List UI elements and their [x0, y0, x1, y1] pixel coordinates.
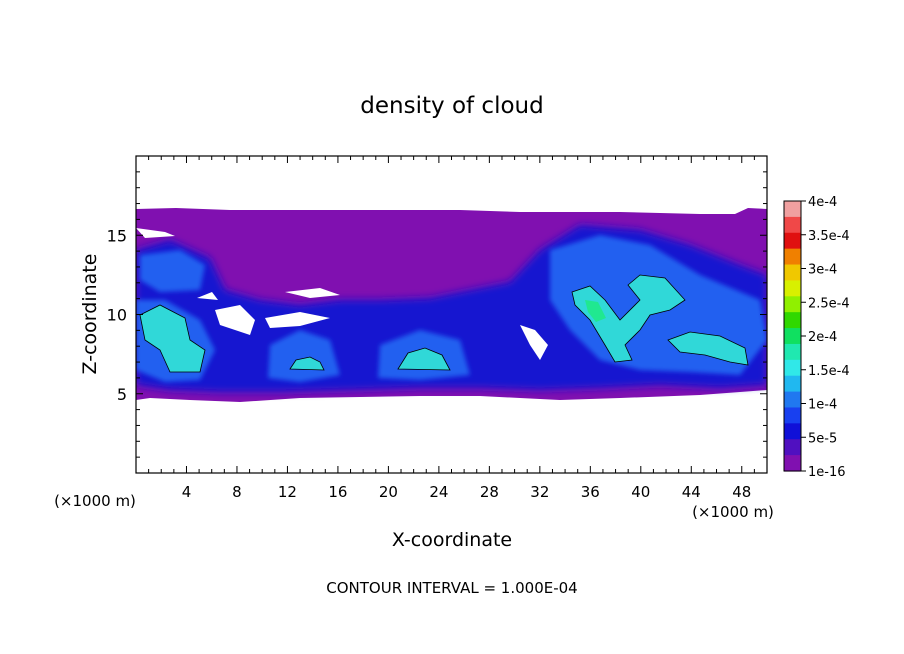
colorbar-label: 3e-4	[808, 263, 837, 278]
x-tick-label: 8	[232, 483, 242, 501]
contour-interval-label: CONTOUR INTERVAL = 1.000E-04	[326, 579, 577, 597]
y-tick-label: 10	[107, 306, 127, 325]
colorbar-swatch	[784, 343, 801, 361]
colorbar-swatch	[784, 455, 801, 472]
x-tick-label: 24	[429, 483, 448, 501]
chart-title: density of cloud	[360, 93, 543, 119]
colorbar-swatch	[784, 264, 801, 282]
cloud-core-cyan	[139, 304, 206, 373]
colorbar-swatch	[784, 439, 801, 456]
cloud-core-green	[585, 300, 606, 322]
cloud-core-cyan	[667, 331, 749, 366]
colorbar-swatch	[784, 312, 801, 329]
x-axis-title: X-coordinate	[392, 529, 512, 551]
x-tick-label: 48	[732, 483, 751, 501]
colorbar-label: 1.5e-4	[808, 364, 850, 379]
cloud-core-cyan	[397, 347, 451, 371]
colorbar-swatch	[784, 280, 801, 297]
x-tick-label: 44	[682, 483, 701, 501]
colorbar: 4e-4 3.5e-4 3e-4 2.5e-4 2e-4 1.5e-4 1e-4 5e-5 1e…	[783, 195, 850, 480]
colorbar-swatch	[784, 296, 801, 313]
colorbar-swatch	[784, 407, 801, 424]
colorbar-swatch	[784, 248, 801, 266]
x-tick-label: 20	[379, 483, 398, 501]
y-tick-label: 15	[107, 226, 127, 245]
cloud-core-cyan	[571, 274, 686, 363]
x-tick-label: 12	[278, 483, 297, 501]
colorbar-swatch	[784, 328, 801, 345]
y-axis-unit: (×1000 m)	[54, 492, 136, 510]
y-axis-title: Z-coordinate	[79, 254, 101, 375]
colorbar-swatch	[784, 201, 801, 218]
cloud-gaps	[136, 228, 548, 360]
x-tick-label: 4	[182, 483, 192, 501]
x-tick-label: 32	[530, 483, 549, 501]
cloud-region-blue-mid	[140, 250, 205, 292]
x-tick-label: 16	[328, 483, 347, 501]
colorbar-swatch	[784, 423, 801, 440]
colorbar-label: 5e-5	[808, 431, 837, 446]
density-field	[136, 208, 767, 402]
colorbar-label: 2e-4	[808, 330, 837, 345]
colorbar-swatch	[784, 216, 801, 234]
colorbar-swatch	[784, 359, 801, 377]
colorbar-label: 3.5e-4	[808, 229, 850, 244]
colorbar-label: 4e-4	[808, 195, 837, 210]
colorbar-swatch	[784, 391, 801, 409]
colorbar-label: 2.5e-4	[808, 296, 850, 311]
y-tick-label: 5	[117, 385, 127, 404]
colorbar-label: 1e-16	[808, 465, 846, 480]
x-tick-label: 28	[480, 483, 499, 501]
colorbar-label: 1e-4	[808, 398, 837, 413]
x-tick-label: 40	[631, 483, 650, 501]
x-tick-label: 36	[581, 483, 600, 501]
colorbar-swatch	[784, 375, 801, 393]
x-axis-unit: (×1000 m)	[692, 503, 774, 521]
cloud-core-cyan	[289, 356, 325, 371]
colorbar-swatch	[784, 232, 801, 250]
